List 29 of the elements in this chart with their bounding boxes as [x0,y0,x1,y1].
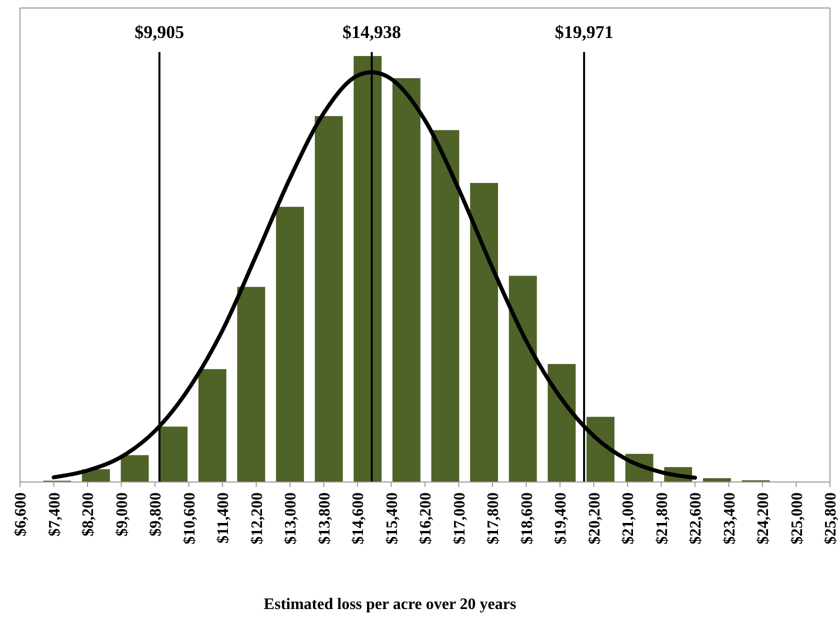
x-tick-label: $9,800 [148,492,165,536]
ref-line-label: $19,971 [554,22,614,42]
x-tick-label: $15,400 [384,492,401,544]
x-tick-label: $18,600 [518,492,536,544]
ref-line-label: $9,905 [134,22,184,42]
x-tick-label: $25,800 [822,492,838,544]
x-tick-label: $17,000 [451,492,468,544]
x-tick-label: $14,600 [350,492,368,544]
x-tick-label: $13,800 [316,492,334,544]
x-tick-label: $25,000 [788,492,806,544]
x-tick-label: $8,200 [80,492,98,536]
x-tick-label: $10,600 [181,492,198,544]
x-tick-label: $16,200 [418,492,435,544]
x-tick-label: $24,200 [755,492,772,544]
x-tick-label: $7,400 [46,492,64,536]
x-tick-label: $17,800 [485,492,502,544]
x-tick-label: $6,600 [12,492,30,536]
x-tick-label: $23,400 [721,492,738,544]
ref-line-label: $14,938 [342,22,402,42]
x-tick-label: $21,800 [654,492,671,544]
x-tick-label: $20,200 [586,492,604,544]
x-axis-title: Estimated loss per acre over 20 years [264,596,516,613]
x-tick-label: $13,000 [282,492,300,544]
x-tick-label: $12,200 [248,492,266,544]
x-tick-label: $19,400 [552,492,570,544]
x-tick-label: $11,400 [215,492,232,544]
x-tick-label: $9,000 [114,492,131,536]
x-tick-label: $21,000 [620,492,638,544]
x-tick-label: $22,600 [688,492,705,544]
